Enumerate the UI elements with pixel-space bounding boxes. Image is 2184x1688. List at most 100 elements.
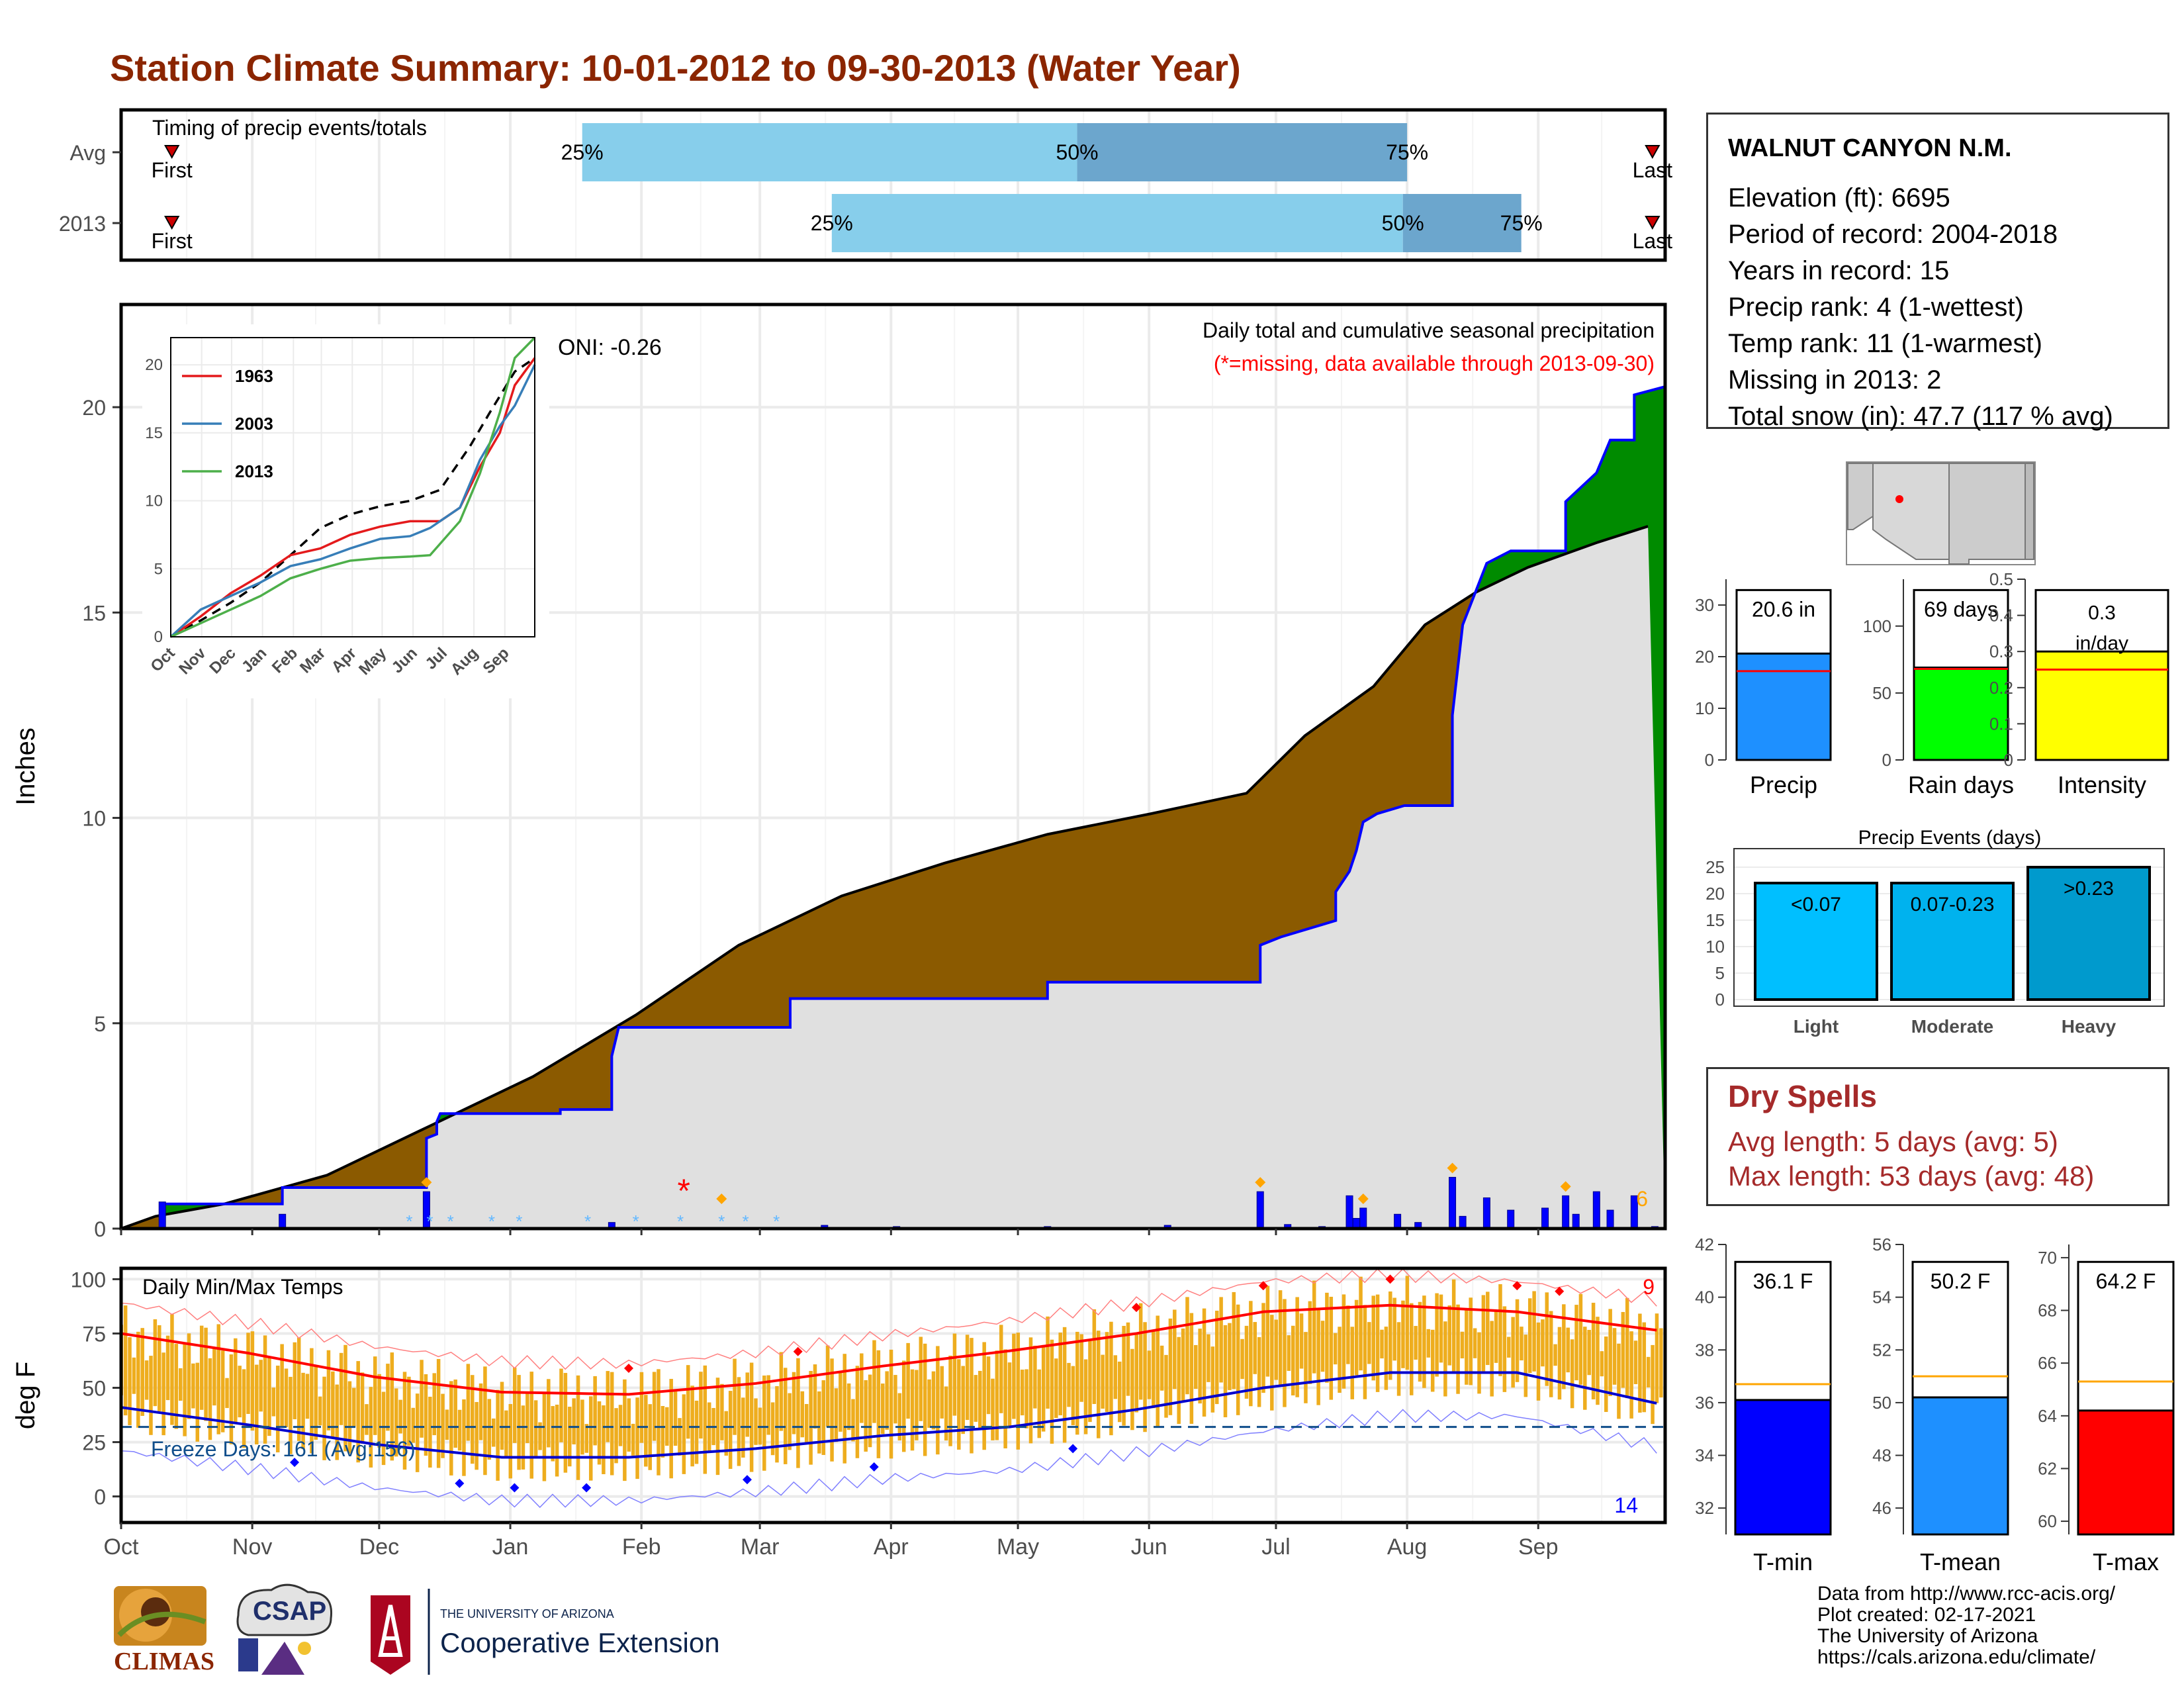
daily-temp-bar <box>682 1394 686 1474</box>
daily-temp-bar <box>326 1350 331 1430</box>
daily-temp-bar <box>284 1368 289 1428</box>
daily-temp-bar <box>961 1366 965 1434</box>
daily-temp-bar <box>1299 1313 1304 1369</box>
daily-precip-bar <box>1541 1207 1549 1229</box>
daily-temp-bar <box>572 1398 576 1444</box>
events-tick-label-y: 5 <box>1715 963 1725 983</box>
daily-temp-bar <box>657 1369 660 1476</box>
record-low-marker <box>455 1478 465 1488</box>
events-bar-label: <0.07 <box>1791 894 1841 915</box>
daily-temp-bar <box>1223 1325 1228 1418</box>
daily-temp-bar <box>991 1378 995 1440</box>
daily-temp-bar <box>584 1424 589 1453</box>
climas-logo <box>114 1586 206 1646</box>
daily-temp-bar <box>927 1379 931 1428</box>
daily-temp-bar <box>275 1366 280 1453</box>
daily-temp-bar <box>1320 1321 1325 1372</box>
daily-temp-bar <box>779 1352 784 1431</box>
daily-temp-bar <box>931 1371 936 1430</box>
daily-temp-bar <box>1443 1321 1447 1397</box>
daily-temp-bar <box>766 1375 770 1435</box>
daily-temp-bar <box>1202 1308 1206 1417</box>
snow-marker: * <box>677 1211 684 1231</box>
daily-temp-bar <box>868 1374 872 1448</box>
daily-temp-bar <box>1274 1319 1278 1380</box>
station-temp-rank: Temp rank: 11 (1-warmest) <box>1728 329 2042 358</box>
daily-temp-bar <box>860 1353 864 1423</box>
events-bar <box>1754 882 1878 1001</box>
station-name: WALNUT CANYON N.M. <box>1728 134 2012 162</box>
daily-temp-bar <box>555 1404 559 1477</box>
daily-precip-bar <box>1572 1213 1580 1229</box>
station-period: Period of record: 2004-2018 <box>1728 220 2058 249</box>
daily-temp-bar <box>1265 1286 1270 1377</box>
tick-label-x: Nov <box>232 1534 272 1560</box>
gauge-value-label: 0.3 <box>2088 602 2116 624</box>
daily-temp-bar <box>1481 1295 1486 1374</box>
daily-temp-bar <box>1405 1276 1410 1370</box>
daily-temp-bar <box>475 1401 478 1470</box>
daily-temp-bar <box>1117 1361 1122 1423</box>
daily-temp-bar <box>1566 1327 1570 1373</box>
daily-temp-bar <box>301 1372 305 1450</box>
inset-tick-label-y: 0 <box>154 628 163 646</box>
daily-temp-bar <box>1147 1350 1152 1399</box>
daily-temp-bar <box>158 1325 161 1412</box>
footer-line: Plot created: 02-17-2021 <box>1817 1604 2036 1626</box>
daily-temp-bar <box>923 1343 927 1456</box>
daily-temp-bar <box>360 1372 365 1444</box>
climas-label: CLIMAS <box>114 1648 215 1675</box>
gauge-tick-label-y: 36 <box>1695 1393 1714 1413</box>
daily-temp-bar <box>1261 1303 1265 1393</box>
snow-marker: * <box>773 1211 780 1231</box>
daily-temp-bar <box>1388 1291 1392 1380</box>
daily-temp-bar <box>1126 1322 1130 1396</box>
daily-temp-bar <box>665 1407 669 1446</box>
daily-temp-bar <box>809 1371 813 1465</box>
gauge-bar <box>1734 1399 1832 1536</box>
daily-temp-bar <box>1655 1313 1659 1403</box>
daily-temp-bar <box>614 1408 618 1464</box>
daily-temp-bar <box>1651 1344 1655 1425</box>
daily-temp-bar <box>1075 1331 1079 1435</box>
snow-marker: * <box>406 1211 412 1231</box>
record-high-marker <box>1258 1281 1268 1291</box>
timing-row-label: 2013 <box>59 212 106 236</box>
daily-temp-bar <box>1625 1297 1629 1399</box>
daily-temp-bar <box>1058 1333 1062 1416</box>
temps-panel: 0 25 50 75 100 Oct Nov Dec Jan Feb Mar Apr May Jun Jul… <box>11 1266 1667 1560</box>
daily-temp-bar <box>551 1406 555 1462</box>
avg-min-line <box>120 1371 1657 1459</box>
tick-label-y: 75 <box>82 1322 106 1346</box>
gauge-category-label: Precip <box>1750 771 1817 798</box>
daily-temp-bar <box>352 1387 356 1427</box>
daily-temp-bar <box>1367 1322 1371 1364</box>
daily-temp-bar <box>1354 1299 1359 1376</box>
daily-temp-bar <box>978 1370 982 1430</box>
gauge-tick-label-y: 68 <box>2038 1301 2057 1321</box>
daily-temp-bar <box>398 1399 402 1434</box>
daily-temp-bar <box>889 1349 893 1459</box>
gauge-category-label: T-mean <box>1920 1548 2001 1575</box>
inset-legend-label: 1963 <box>235 366 273 386</box>
tick-label-x: May <box>997 1534 1039 1560</box>
daily-temp-bar <box>1325 1292 1329 1383</box>
inset-legend-label: 2013 <box>235 461 273 481</box>
daily-temp-bar <box>804 1403 809 1443</box>
daily-temp-bar <box>1451 1279 1456 1374</box>
daily-temp-bar <box>436 1359 441 1468</box>
panel-frame <box>119 1266 1667 1524</box>
gauge-tick-label-y: 54 <box>1872 1288 1891 1307</box>
daily-temp-bar <box>170 1314 174 1425</box>
daily-temp-bar <box>1524 1335 1528 1397</box>
record-low-marker <box>582 1483 592 1493</box>
daily-temp-bar <box>754 1398 758 1445</box>
oni-label: ONI: -0.26 <box>558 335 662 360</box>
locator-map <box>1846 461 2036 565</box>
daily-temp-bar <box>322 1376 326 1460</box>
daily-temp-bar <box>504 1410 508 1458</box>
daily-temp-bar <box>335 1384 339 1460</box>
daily-temp-bar <box>500 1382 504 1450</box>
gauge-tick-label-y: 0.5 <box>1989 569 2013 589</box>
daily-temp-bar <box>386 1364 390 1431</box>
